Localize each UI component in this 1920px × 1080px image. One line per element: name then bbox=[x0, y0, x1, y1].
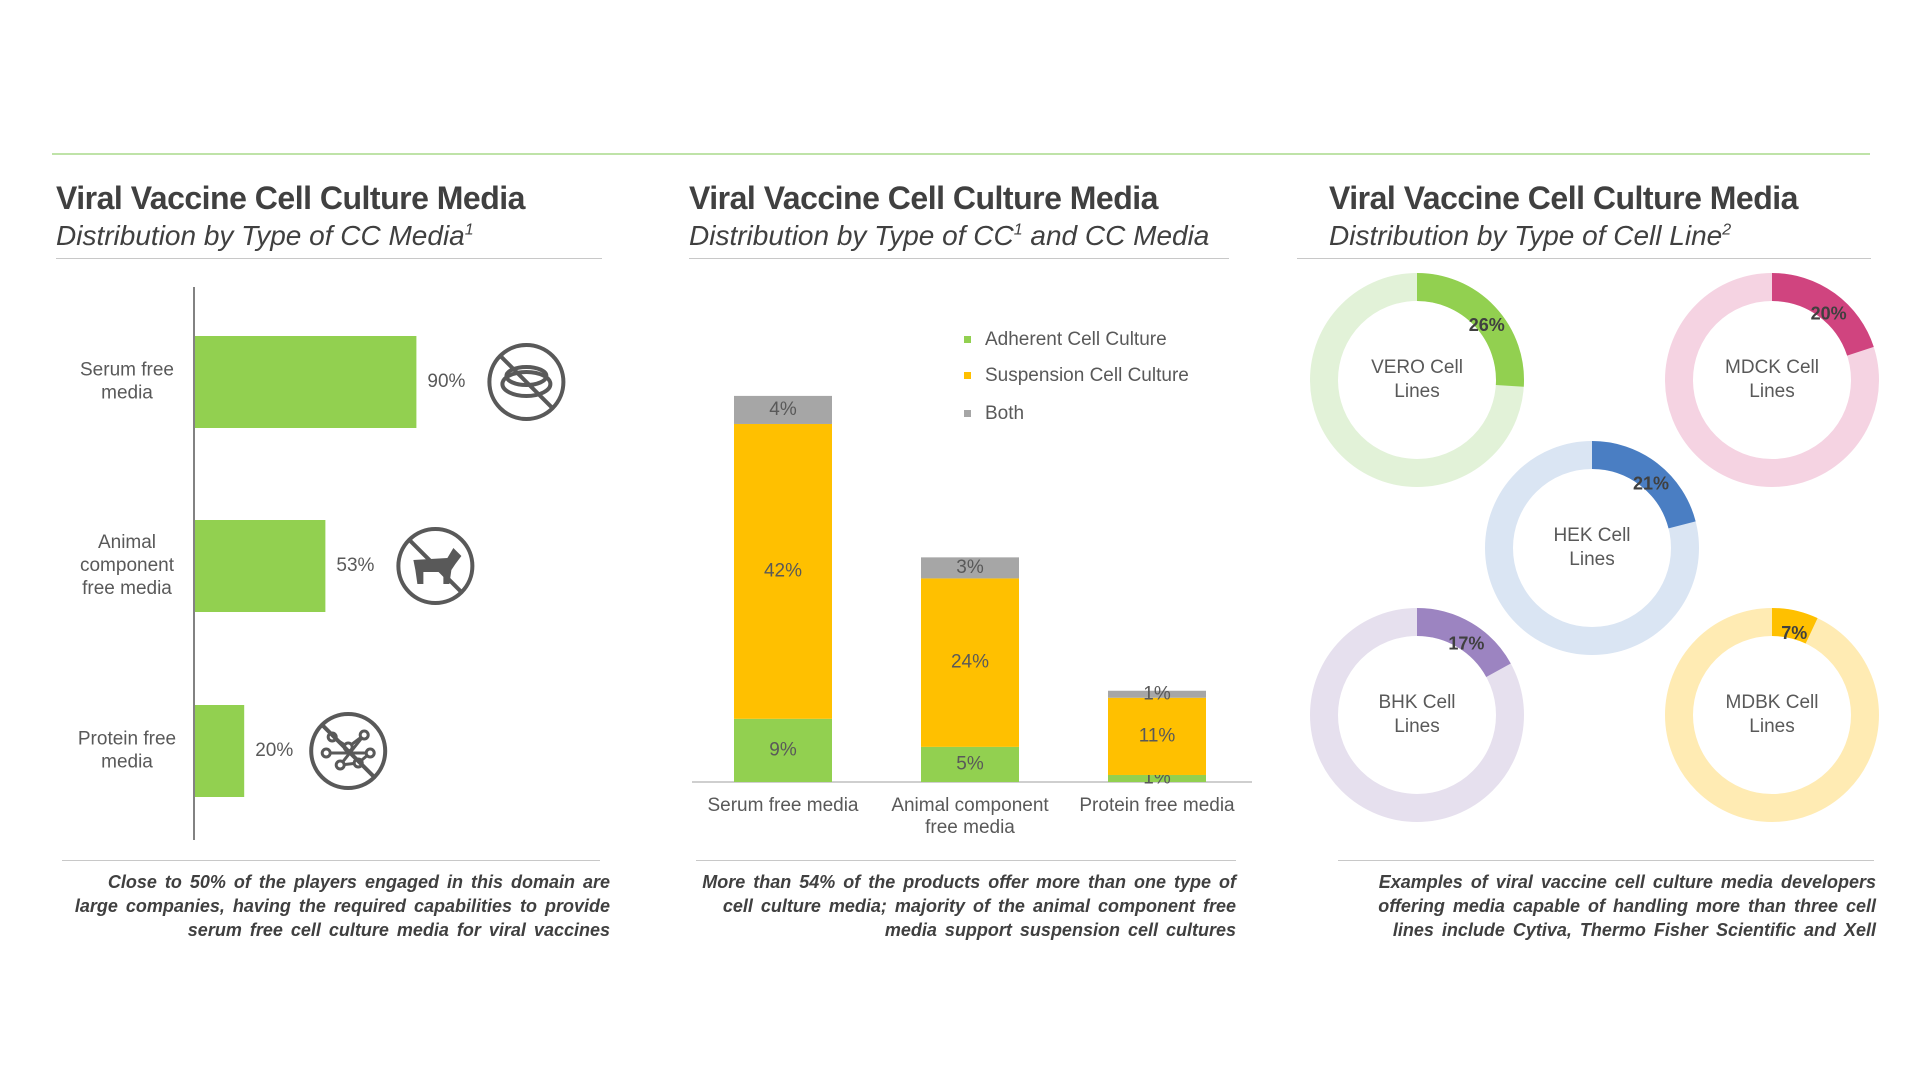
panel2-note: More than 54% of the products offer more… bbox=[702, 872, 1236, 940]
legend-label: Adherent Cell Culture bbox=[985, 329, 1167, 350]
panel3-donut-charts: 26% VERO Cell Lines 20% MDCK Cell Lines 21% HEK… bbox=[1310, 273, 1879, 822]
bar-segment bbox=[734, 395, 832, 424]
panel1-title-rule bbox=[56, 258, 602, 259]
donut-slice bbox=[1416, 273, 1524, 387]
bar-segment bbox=[734, 423, 832, 719]
category-label: Serum free media bbox=[80, 360, 174, 404]
data-label: 11% bbox=[1139, 725, 1176, 746]
panel1-hbar-chart: Serum free media 90% Animal component free me… bbox=[78, 287, 566, 840]
panel2-subtitle-text: Distribution by Type of CC bbox=[689, 220, 1014, 251]
data-label: 1% bbox=[1143, 683, 1171, 704]
data-label: 26% bbox=[1469, 315, 1505, 335]
panel1-subtitle: Distribution by Type of CC Media1 bbox=[56, 220, 474, 252]
donut-slice bbox=[1416, 608, 1511, 678]
donut-slice bbox=[1591, 441, 1696, 529]
donut: 7% MDBK Cell Lines bbox=[1665, 608, 1879, 822]
panel3-note-rule bbox=[1338, 860, 1874, 861]
donut-track bbox=[1665, 608, 1879, 822]
legend-label: Both bbox=[985, 403, 1024, 424]
panel1-subtitle-footnote: 1 bbox=[464, 221, 474, 239]
legend-swatch bbox=[964, 410, 971, 417]
data-label: 20% bbox=[255, 740, 293, 761]
bar-segment bbox=[1108, 690, 1206, 698]
petri-dish-crossed-icon bbox=[487, 343, 566, 421]
panel3-title: Viral Vaccine Cell Culture Media bbox=[1329, 180, 1798, 216]
panel1-subtitle-text: Distribution by Type of CC Media bbox=[56, 220, 465, 251]
donut-slice bbox=[1771, 608, 1818, 644]
donut: 26% VERO Cell Lines bbox=[1310, 273, 1524, 487]
data-label: 5% bbox=[956, 753, 984, 774]
category-label: Animal component free media bbox=[80, 532, 175, 599]
panel2-stacked-bar-chart: 9% 42% 4% Serum free media 5% 24% 3% Animal com… bbox=[692, 329, 1252, 838]
legend-swatch bbox=[964, 372, 971, 379]
panel1-note-rule bbox=[62, 860, 600, 861]
panel2-subtitle-text-end: and CC Media bbox=[1022, 220, 1210, 251]
panel2-subtitle: Distribution by Type of CC1 and CC Media bbox=[689, 220, 1209, 252]
donut-center-label: MDCK Cell Lines bbox=[1725, 357, 1819, 402]
bar-segment bbox=[921, 746, 1019, 782]
panel1-note: Close to 50% of the players engaged in t… bbox=[74, 872, 610, 940]
donut-center-label: VERO Cell Lines bbox=[1371, 357, 1463, 402]
donut-center-label: MDBK Cell Lines bbox=[1726, 692, 1819, 737]
legend-label: Suspension Cell Culture bbox=[985, 365, 1189, 386]
bar-segment bbox=[734, 718, 832, 782]
panel3-subtitle-footnote: 2 bbox=[1722, 221, 1732, 239]
data-label: 42% bbox=[764, 560, 802, 581]
legend-swatch bbox=[964, 336, 971, 343]
cow-crossed-icon bbox=[396, 527, 475, 605]
data-label: 53% bbox=[336, 555, 374, 576]
bar-segment bbox=[1108, 774, 1206, 782]
donut: 21% HEK Cell Lines bbox=[1485, 441, 1699, 655]
bar bbox=[195, 705, 245, 797]
bar-segment bbox=[1108, 697, 1206, 775]
data-label: 3% bbox=[956, 557, 984, 578]
protein-crossed-icon bbox=[309, 712, 388, 790]
donut-slice bbox=[1771, 273, 1874, 357]
category-label: Animal component free media bbox=[891, 795, 1049, 838]
panel2-note-rule bbox=[696, 860, 1236, 861]
data-label: 7% bbox=[1781, 623, 1807, 643]
panel2-title-rule bbox=[689, 258, 1229, 259]
panel2-subtitle-footnote: 1 bbox=[1013, 221, 1023, 239]
panel3-note: Examples of viral vaccine cell culture m… bbox=[1378, 872, 1876, 940]
data-label: 21% bbox=[1633, 473, 1669, 493]
data-label: 9% bbox=[769, 739, 797, 760]
bar-segment bbox=[921, 578, 1019, 747]
category-label: Protein free media bbox=[1079, 795, 1235, 816]
donut: 17% BHK Cell Lines bbox=[1310, 608, 1524, 822]
data-label: 24% bbox=[951, 652, 989, 673]
category-label: Serum free media bbox=[707, 795, 858, 816]
top-divider bbox=[52, 153, 1870, 155]
panel3-subtitle-text: Distribution by Type of Cell Line bbox=[1329, 220, 1723, 251]
data-label: 4% bbox=[769, 399, 797, 420]
panel3-title-rule bbox=[1297, 258, 1871, 259]
panel2-title: Viral Vaccine Cell Culture Media bbox=[689, 180, 1158, 216]
bar bbox=[195, 520, 326, 612]
category-label: Protein free media bbox=[78, 729, 176, 773]
panel3-subtitle: Distribution by Type of Cell Line2 bbox=[1329, 220, 1731, 252]
bar-segment bbox=[921, 557, 1019, 579]
donut-center-label: BHK Cell Lines bbox=[1378, 692, 1455, 737]
bar bbox=[195, 336, 417, 428]
data-label: 17% bbox=[1448, 634, 1484, 654]
panel1-title: Viral Vaccine Cell Culture Media bbox=[56, 180, 525, 216]
donut-center-label: HEK Cell Lines bbox=[1553, 525, 1630, 570]
donut: 20% MDCK Cell Lines bbox=[1665, 273, 1879, 487]
data-label: 90% bbox=[427, 371, 465, 392]
data-label: 20% bbox=[1811, 304, 1847, 324]
